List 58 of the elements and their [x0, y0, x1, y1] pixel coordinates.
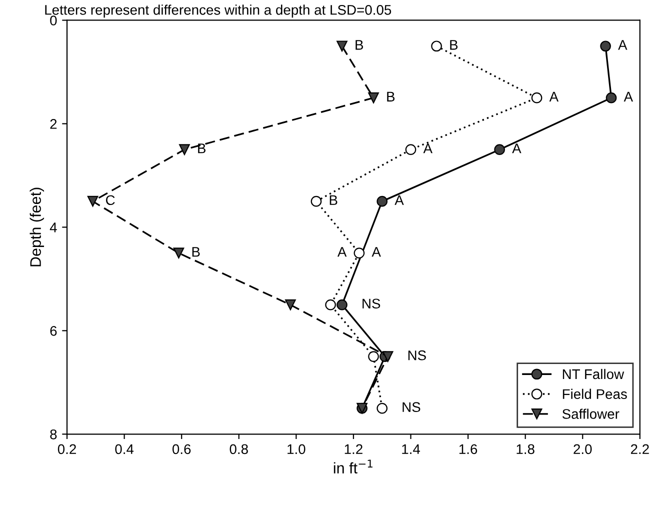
point: [382, 351, 394, 362]
annotation: NS: [402, 402, 420, 412]
y-tick-label: 2: [50, 119, 57, 129]
x-tick-label: 0.4: [115, 444, 134, 454]
point: [173, 248, 184, 258]
annotation: B: [356, 40, 364, 50]
point: [325, 299, 336, 310]
point: [336, 40, 348, 52]
annotation: NS: [362, 298, 380, 309]
x-tick-label: 0.6: [172, 444, 191, 454]
x-tick-label: 1.4: [402, 444, 420, 454]
annotation: A: [423, 144, 432, 154]
annotation: A: [394, 195, 404, 205]
point: [179, 144, 190, 155]
legend-label: Field Peas: [562, 388, 627, 400]
point: [600, 40, 611, 52]
legend-label: NT Fallow: [562, 368, 624, 380]
x-tick-label: 1.2: [344, 444, 362, 454]
annotation: B: [330, 195, 338, 205]
annotation: A: [337, 247, 347, 257]
y-tick-label: 6: [50, 326, 57, 336]
point: [354, 248, 365, 258]
y-tick-label: 4: [50, 222, 57, 232]
point: [376, 196, 388, 207]
annotation: A: [512, 144, 522, 154]
annotation: C: [106, 195, 115, 206]
annotation: A: [372, 247, 381, 257]
point: [285, 299, 296, 310]
point: [405, 144, 416, 155]
point: [494, 144, 505, 155]
x-tick-label: 1.0: [288, 444, 306, 454]
y-tick-label: 0: [50, 16, 57, 26]
point: [376, 402, 388, 414]
x-tick-label: 0.8: [230, 444, 248, 454]
x-tick-label: 2.2: [630, 444, 649, 454]
x-axis-title: in ft$^{−1}$: [334, 460, 372, 474]
point: [336, 299, 348, 310]
annotation: A: [618, 40, 628, 50]
point: [368, 351, 379, 362]
annotation: B: [450, 40, 458, 50]
y-axis-title: Depth (feet): [30, 188, 44, 266]
y-tick-label: 8: [50, 429, 57, 440]
point: [368, 92, 379, 104]
point: [431, 40, 442, 52]
legend-label: Safflower: [562, 408, 620, 419]
point: [310, 196, 322, 207]
annotation: A: [624, 92, 634, 102]
annotation: B: [192, 247, 200, 257]
point: [606, 92, 617, 104]
annotation: NS: [408, 350, 426, 360]
x-tick-label: 1.6: [459, 444, 478, 454]
x-tick-label: 1.8: [516, 444, 534, 454]
point: [531, 92, 542, 104]
annotation: B: [387, 92, 395, 102]
annotation: A: [549, 92, 559, 102]
x-tick-label: 2.0: [574, 444, 592, 454]
x-tick-label: 0.2: [58, 444, 76, 454]
point: [87, 196, 98, 207]
